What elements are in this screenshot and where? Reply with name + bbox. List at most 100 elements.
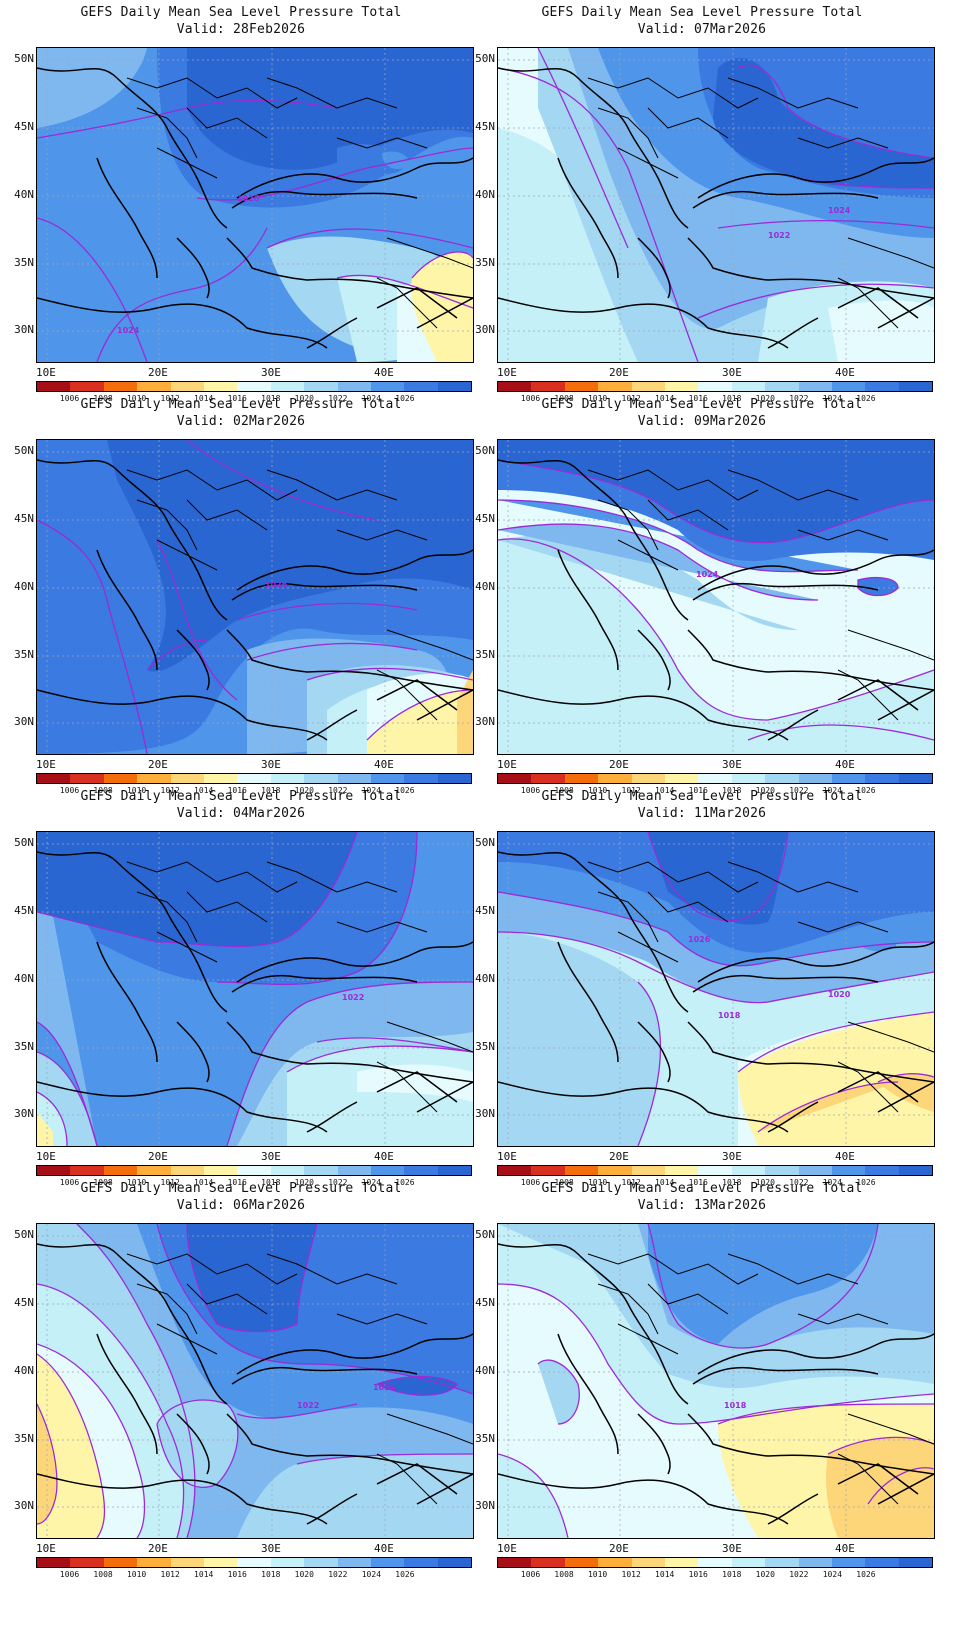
colorbar-tick-label: 1016 [688, 1178, 708, 1187]
isobar [37, 1051, 98, 1146]
colorbar-tick-label: 1006 [59, 1570, 80, 1579]
colorbar-swatch [631, 774, 665, 783]
pressure-map-svg: 1026 1020 1018 [498, 832, 934, 1146]
colorbar-tick-label: 1020 [755, 1570, 775, 1579]
colorbar-swatch [598, 1166, 632, 1175]
colorbar-tick-label: 1020 [294, 1178, 314, 1187]
colorbar-tick-label: 1022 [328, 1178, 348, 1187]
pressure-band [748, 725, 934, 754]
colorbar-swatch [203, 382, 238, 391]
colorbar-tick-label: 1024 [822, 786, 843, 795]
colorbar-tick-label: 1016 [688, 786, 708, 795]
colorbar-swatch [831, 1166, 866, 1175]
colorbar-swatch [698, 1166, 732, 1175]
colorbar-tick-label: 1014 [194, 1178, 214, 1187]
pressure-map-svg: 1024 1022 [498, 48, 934, 362]
colorbar-swatch [37, 382, 71, 391]
isobar [411, 251, 473, 279]
colorbar-swatch [337, 774, 371, 783]
borders [126, 469, 473, 721]
pressure-band [648, 1224, 878, 1344]
colorbar-tick-label: 1012 [621, 394, 641, 403]
latitude-label: 35N [14, 256, 34, 269]
colorbar-tick-label: 1014 [655, 1178, 675, 1187]
isobar [498, 891, 934, 967]
coastlines [498, 67, 934, 349]
colorbar-swatch [437, 382, 472, 391]
colorbar-tick-label: 1022 [789, 1178, 809, 1187]
isobar [306, 667, 473, 681]
colorbar-swatch [865, 1166, 899, 1175]
graticule [37, 440, 473, 754]
colorbar-swatch [698, 774, 732, 783]
pressure-band [498, 440, 934, 543]
latitude-label: 40N [475, 972, 495, 985]
borders [587, 1253, 934, 1505]
colorbar-tick-label: 1020 [755, 394, 775, 403]
latitude-label: 30N [475, 715, 495, 728]
colorbar-swatch [731, 1166, 766, 1175]
colorbar-swatch [237, 382, 271, 391]
colorbar-tick-label: 1010 [126, 786, 147, 795]
pressure-map: 1022 [36, 831, 474, 1147]
colorbar-swatch [898, 1166, 933, 1175]
borders [126, 1253, 473, 1505]
pressure-map-svg: 1024 [498, 440, 934, 754]
colorbar-tick-label: 1018 [261, 1570, 281, 1579]
latitude-label: 45N [475, 1296, 495, 1309]
coastlines [37, 67, 473, 349]
latitude-label: 30N [14, 1107, 34, 1120]
latitude-label: 30N [14, 715, 34, 728]
pressure-map: 1026 [36, 439, 474, 755]
latitude-label: 35N [14, 1040, 34, 1053]
pressure-band [37, 48, 147, 128]
isobar [156, 539, 238, 701]
latitude-label: 45N [14, 904, 34, 917]
longitude-label: 40E [835, 758, 855, 771]
map-panel: GEFS Daily Mean Sea Level Pressure Total… [0, 1176, 482, 1586]
colorbar-swatch [304, 382, 338, 391]
latitude-label: 45N [475, 120, 495, 133]
longitude-label: 20E [148, 1542, 168, 1555]
colorbar-swatch [598, 774, 632, 783]
colorbar-swatch [664, 1558, 699, 1567]
coastlines [498, 1243, 934, 1525]
colorbar-tick-label: 1020 [755, 1178, 775, 1187]
graticule [498, 832, 934, 1146]
longitude-label: 40E [835, 366, 855, 379]
isobar [537, 1359, 580, 1425]
pressure-band [858, 936, 897, 952]
colorbar-tick-label: 1010 [126, 1570, 147, 1579]
map-panel: GEFS Daily Mean Sea Level Pressure Total… [0, 784, 482, 1194]
colorbar-swatch [437, 774, 472, 783]
colorbar-tick-label: 1020 [294, 786, 314, 795]
colorbar-tick-label: 1026 [395, 394, 415, 403]
colorbar-tick-label: 1026 [856, 394, 876, 403]
colorbar-swatch [304, 774, 338, 783]
colorbar-swatch [731, 774, 766, 783]
panel-title: GEFS Daily Mean Sea Level Pressure Total [80, 5, 402, 20]
colorbar-swatch [865, 774, 899, 783]
latitude-label: 30N [475, 1107, 495, 1120]
colorbar-tick-label: 1006 [520, 1570, 541, 1579]
pressure-band [758, 1082, 898, 1132]
isobar [37, 1403, 58, 1525]
panel-title: GEFS Daily Mean Sea Level Pressure Total [541, 1181, 863, 1196]
colorbar-swatch [270, 1558, 305, 1567]
isobar [498, 538, 934, 721]
colorbar-swatch [70, 382, 104, 391]
isobar [537, 48, 629, 249]
pressure-band [498, 1454, 568, 1538]
colorbar-swatch [765, 774, 799, 783]
borders [126, 861, 473, 1113]
colorbar-tick-label: 1026 [395, 786, 415, 795]
latitude-label: 50N [475, 52, 495, 65]
isobar [498, 67, 699, 362]
isobar [498, 523, 819, 601]
isobar [747, 724, 934, 741]
colorbar-swatch [831, 1558, 866, 1567]
isobars [37, 440, 473, 754]
coastlines [37, 459, 473, 741]
colorbar [36, 1165, 472, 1176]
latitude-label: 40N [475, 580, 495, 593]
